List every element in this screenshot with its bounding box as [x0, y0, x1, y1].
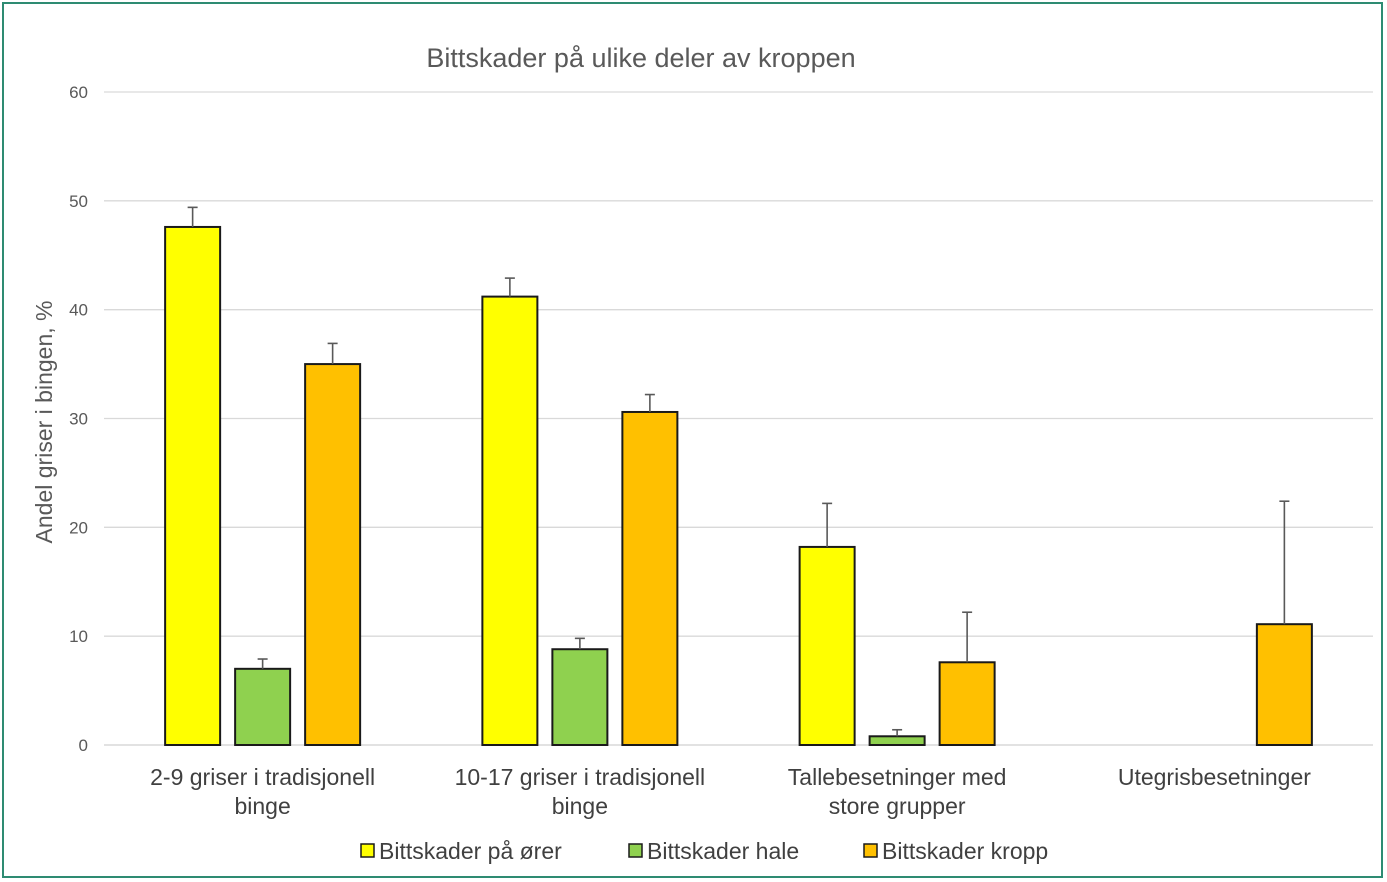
y-axis-label: Andel griser i bingen, %	[31, 301, 57, 544]
x-category-label: Tallebesetninger med	[788, 764, 1007, 790]
error-bars	[187, 206, 1290, 737]
chart-title: Bittskader på ulike deler av kroppen	[426, 43, 855, 73]
x-category-label: binge	[552, 793, 608, 819]
y-tick-label: 30	[69, 410, 88, 429]
x-category-label: Utegrisbesetninger	[1118, 764, 1311, 790]
legend-swatch	[360, 843, 375, 858]
x-category-label: 10-17 griser i tradisjonell	[455, 764, 706, 790]
bar	[798, 545, 856, 746]
bar	[304, 363, 362, 746]
bar-chart: Bittskader på ulike deler av kroppen 0 10…	[31, 43, 1373, 864]
bar	[1255, 623, 1313, 747]
y-tick-label: 60	[69, 83, 88, 102]
legend-swatch	[863, 843, 878, 858]
bar	[234, 667, 292, 746]
bar	[481, 295, 539, 746]
gridlines	[104, 91, 1373, 746]
y-tick-label: 10	[69, 627, 88, 646]
y-tick-label: 20	[69, 518, 88, 537]
y-axis-ticks: 0 10 20 30 40 50 60	[69, 83, 88, 755]
y-tick-label: 40	[69, 301, 88, 320]
x-category-label: store grupper	[829, 793, 966, 819]
bar	[621, 410, 679, 746]
legend: Bittskader på ører Bittskader hale Bittska…	[360, 838, 1048, 864]
legend-label: Bittskader kropp	[882, 838, 1048, 864]
legend-swatch	[628, 843, 643, 858]
y-tick-label: 50	[69, 192, 88, 211]
x-axis-categories: 2-9 griser i tradisjonell binge 10-17 gris…	[150, 764, 1311, 819]
bar	[551, 648, 609, 747]
legend-label: Bittskader hale	[647, 838, 799, 864]
legend-label: Bittskader på ører	[379, 838, 562, 864]
x-category-label: 2-9 griser i tradisjonell	[150, 764, 375, 790]
bar	[938, 661, 996, 747]
x-category-label: binge	[234, 793, 290, 819]
bar	[164, 225, 222, 747]
bars	[164, 225, 1313, 747]
bar	[868, 735, 926, 747]
y-tick-label: 0	[79, 736, 88, 755]
